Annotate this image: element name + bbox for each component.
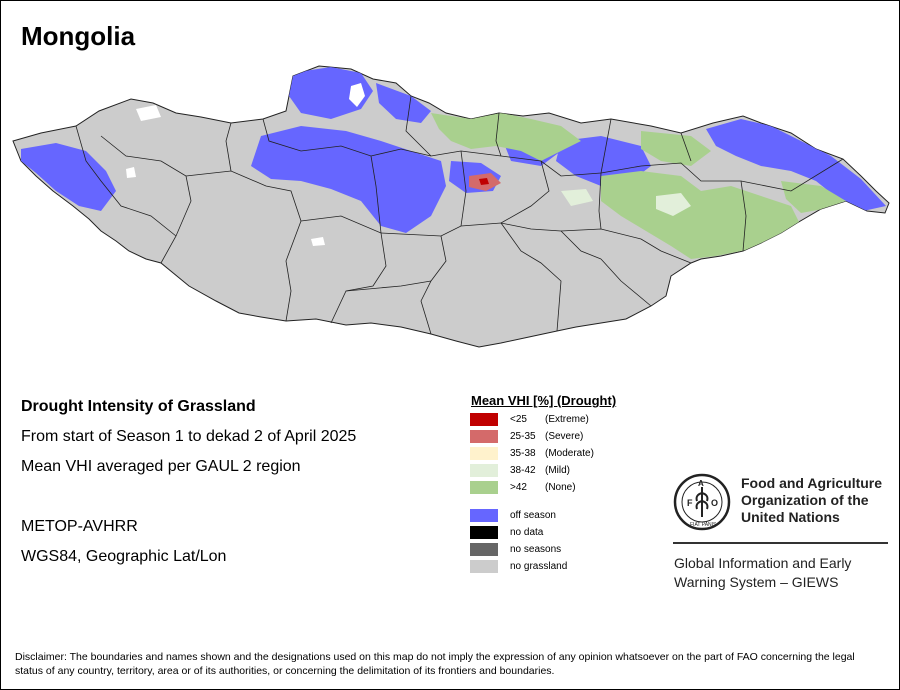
fao-motto: FIAT PANIS bbox=[690, 522, 717, 528]
legend-swatch bbox=[470, 429, 498, 443]
legend-item-off-season: off season bbox=[470, 508, 556, 522]
legend-item-none: >42 (None) bbox=[470, 480, 576, 494]
mild-drought-areas bbox=[561, 189, 691, 216]
legend-item-severe: 25-35 (Severe) bbox=[470, 429, 583, 443]
map-method: Mean VHI averaged per GAUL 2 region bbox=[21, 458, 301, 475]
lake-features bbox=[126, 83, 365, 246]
fao-logo-icon: F O A FIAT PANIS bbox=[673, 473, 731, 531]
map-projection: WGS84, Geographic Lat/Lon bbox=[21, 548, 227, 565]
legend-range: 25-35 bbox=[510, 430, 536, 442]
legend-label: (Moderate) bbox=[545, 447, 594, 459]
legend-label: (Extreme) bbox=[545, 413, 589, 425]
legend-label: (Mild) bbox=[545, 464, 570, 476]
fao-emblem-o: O bbox=[711, 498, 718, 508]
legend-range: 35-38 bbox=[510, 447, 536, 459]
giews-line: Warning System – GIEWS bbox=[674, 574, 839, 590]
map-sensor: METOP-AVHRR bbox=[21, 518, 138, 535]
legend-item-no-seasons: no seasons bbox=[470, 542, 561, 556]
legend-swatch bbox=[470, 542, 498, 556]
legend-label: (Severe) bbox=[545, 430, 584, 442]
legend-label: no data bbox=[510, 526, 544, 538]
fao-emblem-a: A bbox=[698, 479, 704, 488]
legend-range: >42 bbox=[510, 481, 527, 493]
admin-boundaries bbox=[75, 95, 844, 335]
map-title: Mongolia bbox=[21, 21, 136, 51]
legend-range: <25 bbox=[510, 413, 527, 425]
legend-item-moderate: 35-38 (Moderate) bbox=[470, 446, 594, 460]
logo-divider bbox=[673, 542, 888, 544]
fao-name: Food and Agriculture Organization of the… bbox=[741, 475, 882, 526]
fao-name-line: Organization of the bbox=[741, 492, 869, 508]
legend-label: off season bbox=[510, 509, 556, 521]
no-drought-areas bbox=[431, 113, 846, 259]
legend-item-no-data: no data bbox=[470, 525, 543, 539]
extreme-drought-areas bbox=[479, 178, 489, 185]
mongolia-map bbox=[12, 65, 890, 348]
legend-range: 38-42 bbox=[510, 464, 536, 476]
legend-swatch bbox=[470, 559, 498, 573]
giews-name: Global Information and Early Warning Sys… bbox=[674, 554, 851, 592]
legend-swatch bbox=[470, 463, 498, 477]
legend-swatch bbox=[470, 412, 498, 426]
legend-swatch bbox=[470, 480, 498, 494]
legend-item-no-grassland: no grassland bbox=[470, 559, 567, 573]
legend-item-mild: 38-42 (Mild) bbox=[470, 463, 570, 477]
legend-label: (None) bbox=[545, 481, 576, 493]
legend-swatch bbox=[470, 446, 498, 460]
legend-label: no grassland bbox=[510, 560, 568, 572]
disclaimer: Disclaimer: The boundaries and names sho… bbox=[15, 651, 855, 677]
legend-label: no seasons bbox=[510, 543, 562, 555]
map-period: From start of Season 1 to dekad 2 of Apr… bbox=[21, 428, 357, 445]
fao-name-line: Food and Agriculture bbox=[741, 475, 883, 491]
giews-line: Global Information and Early bbox=[674, 555, 852, 571]
legend-item-extreme: <25 (Extreme) bbox=[470, 412, 589, 426]
map-heading: Drought Intensity of Grassland bbox=[21, 398, 256, 415]
fao-name-line: United Nations bbox=[741, 509, 840, 525]
fao-emblem-f: F bbox=[687, 498, 693, 508]
legend-swatch bbox=[470, 508, 498, 522]
legend-swatch bbox=[470, 525, 498, 539]
legend-title: Mean VHI [%] (Drought) bbox=[471, 393, 617, 408]
